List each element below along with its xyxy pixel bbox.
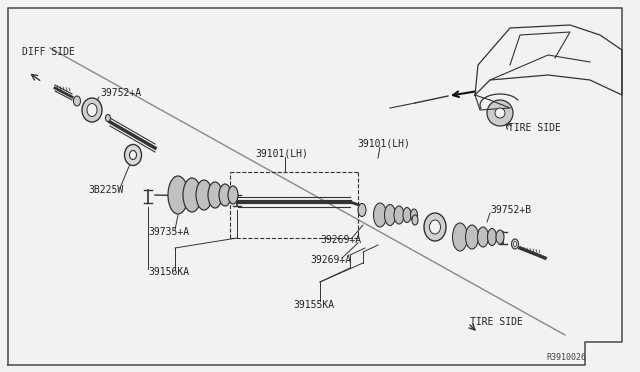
Text: 3B225W: 3B225W: [88, 185, 124, 195]
Ellipse shape: [488, 228, 497, 246]
Ellipse shape: [374, 203, 387, 227]
Text: 39752+A: 39752+A: [100, 88, 141, 98]
Ellipse shape: [196, 180, 212, 210]
Text: 39101(LH): 39101(LH): [255, 148, 308, 158]
Ellipse shape: [429, 220, 440, 234]
Ellipse shape: [513, 241, 516, 247]
Text: 39735+A: 39735+A: [148, 227, 189, 237]
Ellipse shape: [219, 184, 231, 206]
Text: TIRE SIDE: TIRE SIDE: [470, 317, 523, 327]
Ellipse shape: [424, 213, 446, 241]
Ellipse shape: [403, 208, 411, 222]
Text: 39101(LH): 39101(LH): [357, 138, 410, 148]
Circle shape: [487, 100, 513, 126]
Ellipse shape: [358, 203, 366, 217]
Text: 39155KA: 39155KA: [293, 300, 334, 310]
Circle shape: [495, 108, 505, 118]
Ellipse shape: [465, 225, 479, 249]
Ellipse shape: [168, 176, 188, 214]
Ellipse shape: [125, 144, 141, 166]
Text: TIRE SIDE: TIRE SIDE: [508, 123, 561, 133]
Ellipse shape: [82, 98, 102, 122]
Ellipse shape: [496, 230, 504, 244]
Ellipse shape: [129, 151, 136, 160]
Ellipse shape: [208, 182, 222, 208]
Ellipse shape: [410, 209, 417, 221]
Ellipse shape: [228, 186, 238, 204]
Text: R3910026: R3910026: [546, 353, 586, 362]
Text: 39752+B: 39752+B: [490, 205, 531, 215]
Text: DIFF SIDE: DIFF SIDE: [22, 47, 75, 57]
Ellipse shape: [87, 103, 97, 116]
Ellipse shape: [452, 223, 467, 251]
Text: 39156KA: 39156KA: [148, 267, 189, 277]
Ellipse shape: [183, 178, 201, 212]
Ellipse shape: [412, 215, 418, 225]
Text: 39269+A: 39269+A: [310, 255, 351, 265]
Ellipse shape: [74, 96, 81, 106]
Ellipse shape: [394, 206, 404, 224]
Ellipse shape: [385, 205, 396, 225]
Ellipse shape: [106, 115, 111, 122]
Text: 39269+A: 39269+A: [320, 235, 361, 245]
Ellipse shape: [511, 239, 518, 249]
Ellipse shape: [477, 227, 488, 247]
